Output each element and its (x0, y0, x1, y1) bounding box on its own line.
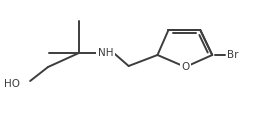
Text: O: O (181, 62, 189, 72)
Text: NH: NH (98, 48, 114, 58)
Text: Br: Br (227, 50, 239, 60)
Text: HO: HO (4, 79, 20, 89)
